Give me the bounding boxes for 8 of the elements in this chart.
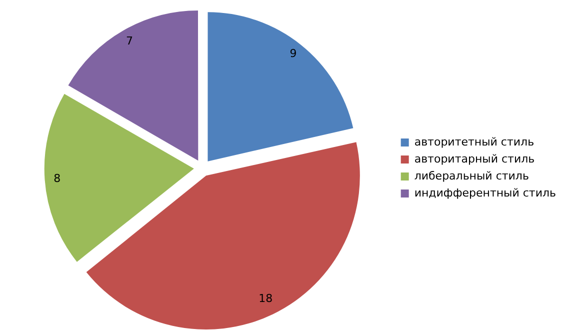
legend-label: авторитетный стиль — [414, 135, 534, 148]
data-label: 7 — [126, 34, 134, 48]
data-label: 9 — [290, 46, 297, 60]
data-label: 8 — [54, 172, 61, 185]
data-label: 18 — [258, 292, 273, 306]
legend-label: индифферентный стиль — [414, 186, 556, 200]
legend-label: либеральный стиль — [414, 169, 529, 182]
legend-label: авторитарный стиль — [414, 152, 535, 166]
